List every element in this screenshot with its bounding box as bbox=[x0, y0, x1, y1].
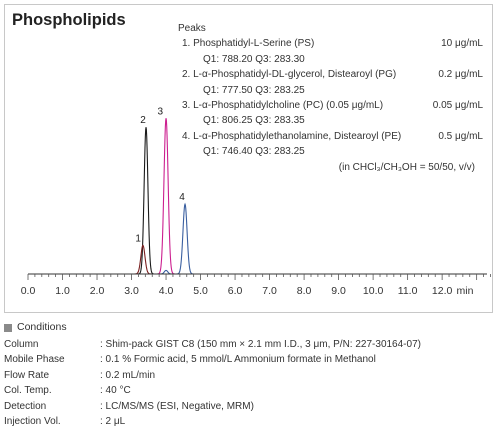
condition-value: : LC/MS/MS (ESI, Negative, MRM) bbox=[100, 400, 254, 412]
x-axis: 0.0 1.0 2.0 3.0 4.0 5.0 6.0 7.0 8.0 9.0 10.0 11.0 12… bbox=[21, 273, 491, 297]
x-tick-label: 7.0 bbox=[262, 285, 277, 297]
peak-2-transition-row: Q1: 777.50 Q3: 283.25 bbox=[178, 83, 483, 98]
condition-row-col-temp: Col. Temp. : 40 °C bbox=[4, 383, 499, 399]
chromatogram-chart: 0.0 1.0 2.0 3.0 4.0 5.0 6.0 7.0 8.0 9.0 10.0 11.0 12… bbox=[21, 106, 491, 297]
peak-label-1: 1 bbox=[135, 233, 141, 244]
peaks-legend: Peaks 1. Phosphatidyl-L-Serine (PS) 10 μ… bbox=[178, 21, 483, 175]
peak-2-transition: Q1: 777.50 Q3: 283.25 bbox=[203, 84, 305, 96]
conditions-heading-text: Conditions bbox=[17, 321, 67, 333]
chart-title: Phospholipids bbox=[12, 11, 126, 29]
peak-3-transition: Q1: 806.25 Q3: 283.35 bbox=[203, 115, 305, 127]
condition-row-detection: Detection : LC/MS/MS (ESI, Negative, MRM… bbox=[4, 399, 499, 415]
x-tick-label: 9.0 bbox=[331, 285, 346, 297]
condition-label: Injection Vol. bbox=[4, 416, 61, 427]
peak-4-transition: Q1: 746.40 Q3: 283.25 bbox=[203, 146, 305, 158]
series-line-1 bbox=[28, 127, 487, 275]
x-tick-label: 3.0 bbox=[124, 285, 139, 297]
peak-4-row: 4. L-α-Phosphatidylethanolamine, Distear… bbox=[178, 129, 483, 144]
x-tick-label: 4.0 bbox=[159, 285, 174, 297]
peak-4-name: 4. L-α-Phosphatidylethanolamine, Distear… bbox=[182, 130, 402, 142]
peak-2-row: 2. L-α-Phosphatidyl-DL-glycerol, Distear… bbox=[178, 67, 483, 82]
peak-1-name: 1. Phosphatidyl-L-Serine (PS) bbox=[182, 38, 315, 50]
condition-row-flow-rate: Flow Rate : 0.2 mL/min bbox=[4, 368, 499, 384]
series-layer bbox=[28, 118, 487, 275]
peak-1-transition: Q1: 788.20 Q3: 283.30 bbox=[203, 53, 305, 65]
peak-label-3: 3 bbox=[158, 106, 164, 117]
x-tick-label: 8.0 bbox=[297, 285, 312, 297]
condition-value: : 2 μL bbox=[100, 416, 126, 427]
condition-row-injection-vol: Injection Vol. : 2 μL bbox=[4, 414, 499, 430]
peak-label-4: 4 bbox=[179, 192, 185, 203]
x-tick-label: 6.0 bbox=[228, 285, 243, 297]
peak-3-row: 3. L-α-Phosphatidylcholine (PC) (0.05 μg… bbox=[178, 98, 483, 113]
condition-label: Col. Temp. bbox=[4, 385, 52, 396]
x-tick-label: 0.0 bbox=[21, 285, 36, 297]
x-tick-label: 11.0 bbox=[398, 285, 418, 297]
condition-value: : 40 °C bbox=[100, 385, 131, 396]
peak-3-concentration: 0.05 μg/mL bbox=[432, 99, 483, 111]
series-line-3 bbox=[28, 118, 487, 275]
peak-1-row: 1. Phosphatidyl-L-Serine (PS) 10 μg/mL bbox=[178, 36, 483, 51]
peak-labels: 1 2 3 4 bbox=[135, 106, 185, 244]
x-tick-label: 5.0 bbox=[193, 285, 208, 297]
x-tick-label: 12.0 bbox=[432, 285, 453, 297]
x-tick-label: 2.0 bbox=[90, 285, 105, 297]
peak-4-transition-row: Q1: 746.40 Q3: 283.25 bbox=[178, 144, 483, 159]
square-bullet-icon bbox=[4, 323, 12, 332]
peak-4-concentration: 0.5 μg/mL bbox=[438, 130, 483, 142]
peaks-heading: Peaks bbox=[178, 23, 206, 34]
condition-value: : Shim-pack GIST C8 (150 mm × 2.1 mm I.D… bbox=[100, 338, 421, 350]
peak-3-transition-row: Q1: 806.25 Q3: 283.35 bbox=[178, 113, 483, 128]
peak-label-2: 2 bbox=[140, 115, 146, 126]
condition-value: : 0.1 % Formic acid, 5 mmol/L Ammonium f… bbox=[100, 354, 376, 365]
peak-2-concentration: 0.2 μg/mL bbox=[438, 69, 483, 81]
solvent-note: (in CHCl₃/CH₃OH = 50/50, v/v) bbox=[338, 161, 475, 173]
peak-2-name: 2. L-α-Phosphatidyl-DL-glycerol, Distear… bbox=[182, 69, 397, 81]
condition-label: Column bbox=[4, 338, 39, 350]
peak-1-transition-row: Q1: 788.20 Q3: 283.30 bbox=[178, 52, 483, 67]
x-tick-label: 10.0 bbox=[363, 285, 384, 297]
condition-label: Detection bbox=[4, 400, 47, 412]
conditions-heading: Conditions bbox=[4, 320, 499, 336]
series-line-2 bbox=[28, 244, 487, 275]
condition-value: : 0.2 mL/min bbox=[100, 369, 156, 381]
condition-row-column: Column : Shim-pack GIST C8 (150 mm × 2.1… bbox=[4, 337, 499, 353]
chromatogram-panel bbox=[4, 4, 493, 313]
condition-row-mobile-phase: Mobile Phase : 0.1 % Formic acid, 5 mmol… bbox=[4, 352, 499, 368]
conditions-section: Conditions Column : Shim-pack GIST C8 (1… bbox=[4, 320, 499, 430]
peak-3-name: 3. L-α-Phosphatidylcholine (PC) (0.05 μg… bbox=[182, 99, 384, 111]
x-tick-label: 1.0 bbox=[55, 285, 70, 297]
series-line-4 bbox=[28, 202, 487, 275]
condition-label: Flow Rate bbox=[4, 369, 50, 381]
peak-1-concentration: 10 μg/mL bbox=[441, 38, 483, 50]
condition-label: Mobile Phase bbox=[4, 354, 65, 365]
x-axis-unit: min bbox=[457, 285, 474, 297]
